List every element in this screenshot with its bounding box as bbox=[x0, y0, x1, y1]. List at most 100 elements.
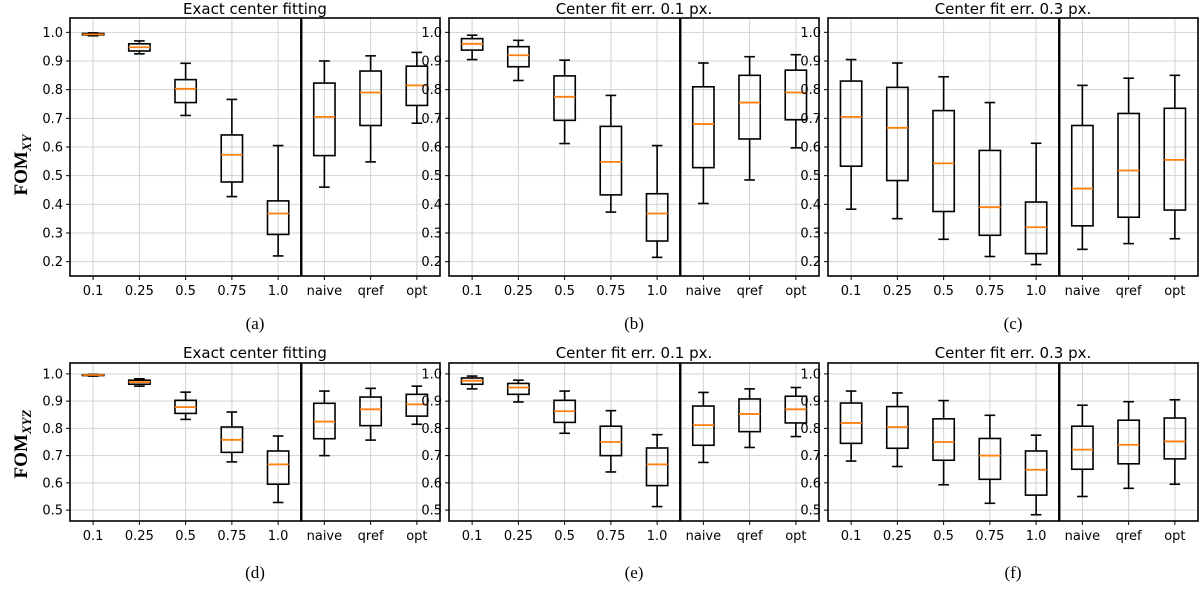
y-tick-label: 0.8 bbox=[800, 83, 821, 98]
y-tick-label: 0.3 bbox=[421, 227, 442, 242]
panel-frame bbox=[69, 362, 441, 522]
x-tick-label: naive bbox=[1065, 529, 1101, 544]
y-label-row-2-sub: XYZ bbox=[19, 410, 34, 436]
box-qref bbox=[1117, 400, 1141, 490]
y-label-row-2: FOMXYZ bbox=[11, 410, 34, 479]
iqr-box bbox=[932, 418, 956, 462]
y-tick-label: 0.7 bbox=[42, 112, 63, 127]
x-tick-label: 0.5 bbox=[175, 284, 196, 299]
x-tick-label: 0.25 bbox=[504, 529, 533, 544]
box-0.5 bbox=[174, 391, 198, 421]
y-axis-labels: FOMXY FOMXYZ bbox=[11, 133, 34, 478]
x-tick-label: 0.1 bbox=[462, 284, 483, 299]
y-tick-label: 0.6 bbox=[42, 476, 63, 491]
box-0.75 bbox=[978, 414, 1002, 505]
y-tick-label: 0.7 bbox=[800, 449, 821, 464]
iqr-box bbox=[266, 450, 290, 486]
box-1.0 bbox=[1024, 142, 1048, 266]
y-tick-label: 0.8 bbox=[421, 83, 442, 98]
box-1.0 bbox=[266, 144, 290, 257]
y-tick-label: 0.7 bbox=[800, 112, 821, 127]
y-tick-label: 0.2 bbox=[421, 255, 442, 270]
box-naive bbox=[312, 60, 336, 188]
panel-caption: (c) bbox=[1004, 314, 1023, 333]
iqr-box bbox=[553, 75, 577, 122]
box-opt bbox=[405, 385, 429, 426]
panel-caption: (d) bbox=[245, 563, 265, 582]
box-0.25 bbox=[885, 392, 909, 468]
y-tick-label: 0.3 bbox=[42, 227, 63, 242]
box-1.0 bbox=[645, 144, 669, 259]
box-qref bbox=[359, 55, 383, 163]
y-tick-label: 1.0 bbox=[421, 367, 442, 382]
x-tick-label: opt bbox=[1164, 284, 1185, 299]
box-0.1 bbox=[81, 373, 105, 377]
x-tick-label: 0.5 bbox=[175, 529, 196, 544]
box-opt bbox=[784, 53, 808, 149]
x-tick-label: 0.75 bbox=[975, 284, 1004, 299]
y-label-row-1-sub: XY bbox=[19, 133, 34, 152]
y-tick-label: 0.4 bbox=[42, 198, 63, 213]
y-tick-label: 0.4 bbox=[800, 198, 821, 213]
y-tick-label: 0.7 bbox=[421, 112, 442, 127]
iqr-box bbox=[932, 109, 956, 213]
box-0.75 bbox=[978, 101, 1002, 258]
iqr-box bbox=[1163, 417, 1187, 460]
iqr-box bbox=[1024, 450, 1048, 496]
box-qref bbox=[738, 55, 762, 181]
iqr-box bbox=[506, 382, 530, 396]
x-tick-label: 0.25 bbox=[125, 284, 154, 299]
box-qref bbox=[738, 388, 762, 449]
x-tick-label: 0.25 bbox=[883, 529, 912, 544]
panel-frame bbox=[448, 17, 820, 277]
iqr-box bbox=[174, 78, 198, 104]
y-tick-label: 0.5 bbox=[800, 504, 821, 519]
x-tick-label: qref bbox=[358, 284, 384, 299]
box-0.1 bbox=[839, 390, 863, 462]
x-tick-label: 0.25 bbox=[125, 529, 154, 544]
iqr-box bbox=[978, 437, 1002, 481]
x-tick-label: opt bbox=[406, 284, 427, 299]
panel-title: Exact center fitting bbox=[183, 344, 327, 362]
x-tick-label: qref bbox=[737, 284, 763, 299]
y-tick-label: 0.8 bbox=[421, 422, 442, 437]
y-tick-label: 0.5 bbox=[421, 504, 442, 519]
box-0.1 bbox=[460, 375, 484, 390]
iqr-box bbox=[1117, 112, 1141, 219]
y-tick-label: 0.8 bbox=[800, 422, 821, 437]
x-tick-label: 0.75 bbox=[975, 529, 1004, 544]
y-label-row-1: FOMXY bbox=[11, 133, 34, 195]
x-tick-label: 0.1 bbox=[83, 529, 104, 544]
y-tick-label: 1.0 bbox=[800, 367, 821, 382]
x-tick-label: 0.1 bbox=[462, 529, 483, 544]
panel-title: Exact center fitting bbox=[183, 0, 327, 18]
x-tick-label: 1.0 bbox=[647, 529, 668, 544]
y-tick-label: 1.0 bbox=[421, 26, 442, 41]
x-tick-label: qref bbox=[1116, 284, 1142, 299]
iqr-box bbox=[312, 82, 336, 157]
iqr-box bbox=[738, 398, 762, 433]
iqr-box bbox=[359, 70, 383, 127]
iqr-box bbox=[885, 86, 909, 182]
x-tick-label: 0.1 bbox=[841, 284, 862, 299]
x-tick-label: 0.25 bbox=[504, 284, 533, 299]
iqr-box bbox=[1070, 124, 1094, 227]
chart-panel-3: Center fit err. 0.3 px. 0.2 0.3 0.4 0.5 0.6 0.… bbox=[800, 0, 1199, 333]
x-tick-label: 0.75 bbox=[217, 529, 246, 544]
iqr-box bbox=[839, 80, 863, 168]
panel-frame bbox=[69, 17, 441, 277]
panel-caption: (f) bbox=[1005, 563, 1022, 582]
y-tick-label: 0.6 bbox=[800, 141, 821, 156]
y-tick-label: 0.9 bbox=[800, 395, 821, 410]
y-tick-label: 0.9 bbox=[421, 55, 442, 70]
y-tick-label: 0.4 bbox=[421, 198, 442, 213]
y-label-row-2-main: FOM bbox=[11, 434, 32, 478]
box-naive bbox=[312, 390, 336, 457]
chart-panel-2: Center fit err. 0.1 px. 0.2 0.3 0.4 0.5 0.6 0.… bbox=[421, 0, 820, 333]
box-naive bbox=[1070, 84, 1094, 251]
x-tick-label: 0.75 bbox=[596, 529, 625, 544]
y-tick-label: 0.5 bbox=[421, 169, 442, 184]
x-tick-label: naive bbox=[686, 529, 722, 544]
x-tick-label: qref bbox=[1116, 529, 1142, 544]
